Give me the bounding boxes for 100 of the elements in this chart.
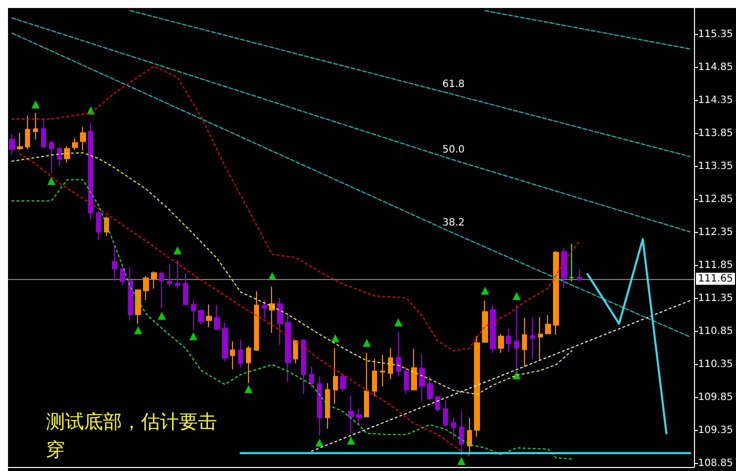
candlestick bbox=[411, 348, 417, 390]
candlestick bbox=[333, 348, 338, 404]
point bbox=[362, 338, 371, 347]
candlestick bbox=[419, 354, 425, 402]
candlestick bbox=[167, 263, 172, 288]
candlestick bbox=[159, 271, 164, 309]
candlestick bbox=[545, 314, 551, 334]
y-tick-label: 113.35 bbox=[698, 161, 733, 172]
candlestick bbox=[388, 348, 393, 380]
annotation: 测试底部，估计要击穿 bbox=[46, 411, 217, 461]
candlestick bbox=[467, 418, 472, 455]
candlestick bbox=[482, 300, 488, 344]
y-tick-label: 115.35 bbox=[698, 28, 733, 40]
candlestick bbox=[17, 132, 23, 150]
candlestick bbox=[9, 134, 15, 156]
series-label: 50.0 bbox=[442, 144, 465, 156]
point bbox=[32, 100, 40, 108]
point bbox=[457, 457, 466, 466]
candlestick bbox=[25, 115, 30, 150]
candlestick bbox=[72, 138, 78, 150]
point bbox=[134, 326, 142, 334]
candlestick bbox=[128, 266, 133, 321]
candlestick bbox=[498, 334, 504, 354]
candlestick bbox=[206, 304, 212, 328]
ref-line-label: 111.65 bbox=[698, 273, 733, 284]
candlestick bbox=[191, 299, 196, 331]
candlestick bbox=[435, 395, 440, 412]
candlestick bbox=[577, 269, 582, 282]
candlestick bbox=[356, 408, 362, 426]
candlestick bbox=[325, 382, 330, 430]
candlestick bbox=[120, 266, 125, 286]
candlestick bbox=[506, 328, 511, 353]
candlestick bbox=[175, 260, 180, 290]
candlestick bbox=[222, 322, 228, 362]
candlestick bbox=[474, 336, 480, 438]
line-series bbox=[11, 152, 572, 395]
candlestick bbox=[490, 304, 496, 354]
point bbox=[244, 385, 252, 394]
series-label: 61.8 bbox=[442, 79, 465, 90]
candlestick bbox=[33, 112, 38, 140]
point bbox=[512, 292, 521, 300]
candlestick bbox=[569, 243, 574, 282]
candlestick bbox=[246, 346, 251, 384]
candlestick bbox=[64, 146, 70, 164]
candlestick bbox=[443, 400, 448, 428]
line-series bbox=[11, 66, 580, 352]
candlestick bbox=[285, 313, 291, 382]
candlestick bbox=[538, 316, 543, 361]
candlestick bbox=[49, 140, 54, 174]
candlestick bbox=[301, 340, 306, 394]
candlestick bbox=[396, 332, 401, 378]
point bbox=[315, 438, 324, 447]
candlestick bbox=[364, 352, 369, 418]
candlestick bbox=[262, 299, 267, 319]
y-tick-label: 110.35 bbox=[698, 359, 733, 370]
y-tick-label: 114.35 bbox=[698, 94, 733, 106]
candlestick bbox=[41, 118, 46, 149]
candlestick bbox=[112, 245, 117, 282]
candlestick bbox=[348, 395, 354, 434]
candlestick bbox=[183, 272, 188, 306]
point bbox=[189, 332, 198, 340]
candlestick bbox=[340, 373, 346, 392]
y-tick-label: 110.85 bbox=[698, 326, 733, 338]
candlestick bbox=[514, 304, 519, 370]
candlestick bbox=[530, 317, 535, 360]
candlestick bbox=[372, 358, 377, 397]
candlestick bbox=[230, 341, 235, 370]
candlestick bbox=[317, 376, 322, 436]
candlestick bbox=[238, 340, 243, 368]
candlestick bbox=[277, 297, 283, 346]
candlestick bbox=[309, 366, 314, 388]
candlestick bbox=[214, 304, 220, 331]
candlestick bbox=[451, 416, 456, 438]
y-tick-label: 109.35 bbox=[698, 425, 733, 436]
point bbox=[47, 177, 56, 186]
candlestick bbox=[459, 410, 464, 456]
point bbox=[394, 318, 402, 326]
candlestick bbox=[522, 317, 527, 368]
point bbox=[331, 334, 340, 342]
y-tick-label: 113.85 bbox=[698, 128, 733, 139]
y-tick-label: 112.35 bbox=[698, 227, 733, 238]
candlestick bbox=[151, 271, 157, 290]
y-tick-label: 112.85 bbox=[698, 194, 733, 206]
y-tick-label: 111.85 bbox=[698, 260, 733, 272]
y-tick-label: 114.85 bbox=[698, 62, 733, 73]
line-series bbox=[586, 238, 668, 434]
candlestick bbox=[269, 286, 275, 334]
candlestick bbox=[427, 376, 433, 401]
candlestick bbox=[80, 126, 86, 152]
candlestick bbox=[96, 212, 101, 240]
candlestick bbox=[104, 216, 109, 236]
candlestick bbox=[293, 340, 298, 364]
candlestick bbox=[561, 248, 567, 289]
candlestick bbox=[88, 122, 93, 220]
candlestick bbox=[143, 276, 149, 300]
point bbox=[174, 246, 182, 254]
candlestick bbox=[553, 250, 559, 336]
series-label: 38.2 bbox=[442, 218, 465, 229]
line-series bbox=[11, 179, 572, 460]
point bbox=[158, 312, 166, 320]
